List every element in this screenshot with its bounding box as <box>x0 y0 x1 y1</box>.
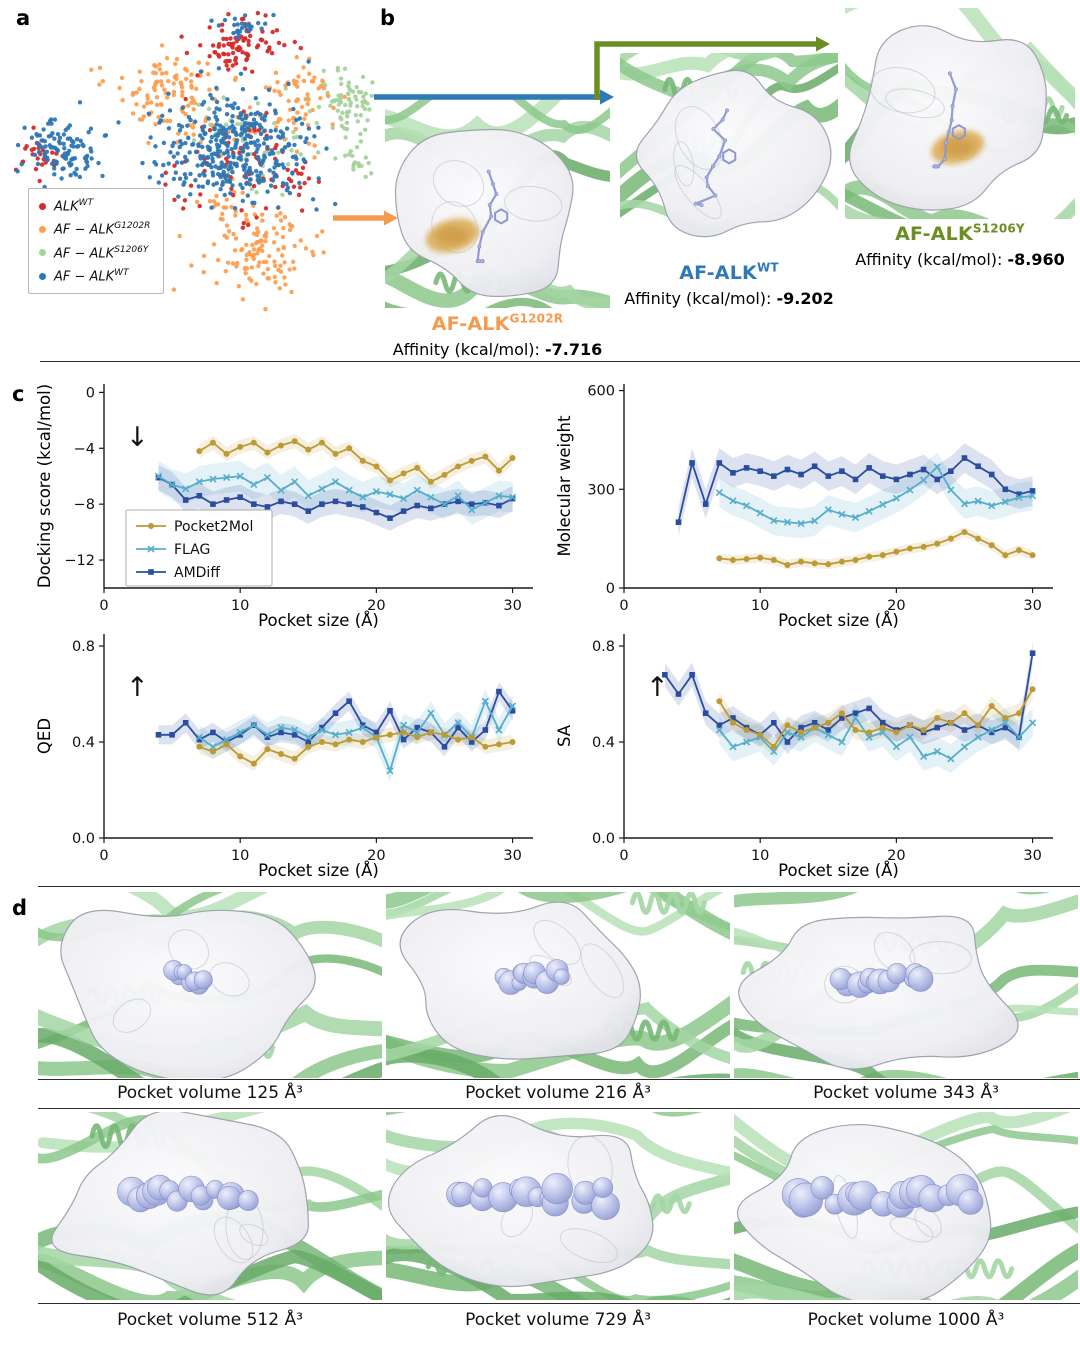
legend-label: AF − ALKWT <box>54 267 129 285</box>
legend-swatch-red <box>39 202 46 210</box>
scatter-legend-item: AF − ALKS1206Y <box>39 245 150 261</box>
svg-text:Docking score (kcal/mol): Docking score (kcal/mol) <box>35 384 54 588</box>
svg-text:0.0: 0.0 <box>592 831 615 847</box>
svg-text:QED: QED <box>35 718 54 754</box>
svg-text:Molecular weight: Molecular weight <box>555 415 574 556</box>
svg-text:0: 0 <box>606 581 615 597</box>
divider <box>38 1303 1080 1304</box>
svg-text:20: 20 <box>367 848 385 864</box>
svg-text:0.8: 0.8 <box>72 639 95 655</box>
svg-text:30: 30 <box>1023 598 1041 614</box>
pocket-image-729 <box>386 1112 730 1300</box>
divider <box>38 1079 1080 1080</box>
structure-label-wt: AF-ALKWT Affinity (kcal/mol): -9.202 <box>620 261 838 308</box>
structure-image-g1202r <box>385 95 610 308</box>
svg-text:−4: −4 <box>74 441 95 457</box>
scatter-legend-item: ALKWT <box>39 198 150 214</box>
legend-swatch-green <box>39 249 46 257</box>
legend-swatch-blue <box>39 272 46 280</box>
svg-text:0.4: 0.4 <box>592 735 615 751</box>
panel-a-letter: a <box>16 6 31 30</box>
svg-text:0: 0 <box>99 598 108 614</box>
pocket-image-1000 <box>734 1112 1078 1300</box>
panel-b-letter: b <box>380 6 396 30</box>
pocket-caption-216: Pocket volume 216 Å³ <box>465 1083 651 1103</box>
svg-text:−12: −12 <box>64 553 95 569</box>
divider <box>38 1108 1080 1109</box>
svg-text:300: 300 <box>587 482 615 498</box>
scatter-legend-item: AF − ALKWT <box>39 268 150 284</box>
svg-text:↑: ↑ <box>646 672 669 703</box>
svg-text:0.8: 0.8 <box>592 639 615 655</box>
tsne-scatter-plot <box>13 10 375 312</box>
pocket-image-216 <box>386 892 730 1078</box>
structure-image-wt <box>620 53 838 238</box>
svg-text:10: 10 <box>751 848 769 864</box>
svg-text:↓: ↓ <box>126 422 149 453</box>
scatter-legend: ALKWT AF − ALKG1202R AF − ALKS1206Y AF −… <box>28 188 165 295</box>
legend-swatch-orange <box>39 225 46 233</box>
svg-text:30: 30 <box>503 598 521 614</box>
svg-text:30: 30 <box>503 848 521 864</box>
pocket-image-343 <box>734 892 1078 1078</box>
panel-c-letter: c <box>12 382 25 406</box>
svg-text:FLAG: FLAG <box>174 542 210 558</box>
svg-text:Pocket size (Å): Pocket size (Å) <box>258 611 379 630</box>
svg-text:0.4: 0.4 <box>72 735 95 751</box>
chart-docking-score: 0 10 20 30 0 −4 −8 −12 Pocket size (Å) Docking sc… <box>35 384 533 630</box>
chart-sa: 0 10 20 30 0.0 0.4 0.8 Pocket size (Å) SA ↑ <box>555 634 1053 880</box>
pocket-caption-1000: Pocket volume 1000 Å³ <box>807 1310 1005 1330</box>
svg-text:600: 600 <box>587 384 615 400</box>
pocket-image-512 <box>38 1112 382 1300</box>
svg-text:Pocket size (Å): Pocket size (Å) <box>778 861 899 880</box>
legend-label: ALKWT <box>54 198 94 215</box>
svg-text:0: 0 <box>86 385 95 401</box>
structure-image-s1206y <box>845 8 1075 219</box>
svg-text:10: 10 <box>231 598 249 614</box>
svg-text:SA: SA <box>555 724 574 747</box>
svg-text:20: 20 <box>887 598 905 614</box>
structure-label-g1202r: AF-ALKG1202R Affinity (kcal/mol): -7.716 <box>385 312 610 359</box>
divider <box>40 361 1080 362</box>
svg-text:10: 10 <box>231 848 249 864</box>
svg-text:0: 0 <box>619 598 628 614</box>
pocket-caption-343: Pocket volume 343 Å³ <box>813 1083 999 1103</box>
structure-label-s1206y: AF-ALKS1206Y Affinity (kcal/mol): -8.960 <box>845 222 1075 269</box>
scatter-legend-item: AF − ALKG1202R <box>39 221 151 238</box>
svg-text:↑: ↑ <box>126 672 149 703</box>
svg-text:0.0: 0.0 <box>72 831 95 847</box>
divider <box>38 886 1080 887</box>
svg-text:Pocket size (Å): Pocket size (Å) <box>778 611 899 630</box>
affinity-text: Affinity (kcal/mol): -8.960 <box>855 250 1065 270</box>
svg-text:10: 10 <box>751 598 769 614</box>
svg-text:30: 30 <box>1023 848 1041 864</box>
legend-label: AF − ALKG1202R <box>54 221 151 238</box>
svg-text:0: 0 <box>619 848 628 864</box>
pocket-caption-729: Pocket volume 729 Å³ <box>465 1310 651 1330</box>
affinity-text: Affinity (kcal/mol): -9.202 <box>624 289 834 309</box>
svg-text:20: 20 <box>887 848 905 864</box>
legend-label: AF − ALKS1206Y <box>54 244 149 261</box>
pocket-image-125 <box>38 892 382 1078</box>
svg-text:AMDiff: AMDiff <box>174 565 220 581</box>
chart-qed: 0 10 20 30 0.0 0.4 0.8 Pocket size (Å) QED ↑ <box>35 634 533 880</box>
affinity-text: Affinity (kcal/mol): -7.716 <box>392 340 603 360</box>
svg-text:Pocket size (Å): Pocket size (Å) <box>258 861 379 880</box>
svg-text:−8: −8 <box>74 497 95 513</box>
svg-text:20: 20 <box>367 598 385 614</box>
svg-text:0: 0 <box>99 848 108 864</box>
pocket-caption-125: Pocket volume 125 Å³ <box>117 1083 303 1103</box>
panel-d-letter: d <box>12 896 28 920</box>
svg-text:Pocket2Mol: Pocket2Mol <box>174 519 253 535</box>
pocket-caption-512: Pocket volume 512 Å³ <box>117 1310 303 1330</box>
